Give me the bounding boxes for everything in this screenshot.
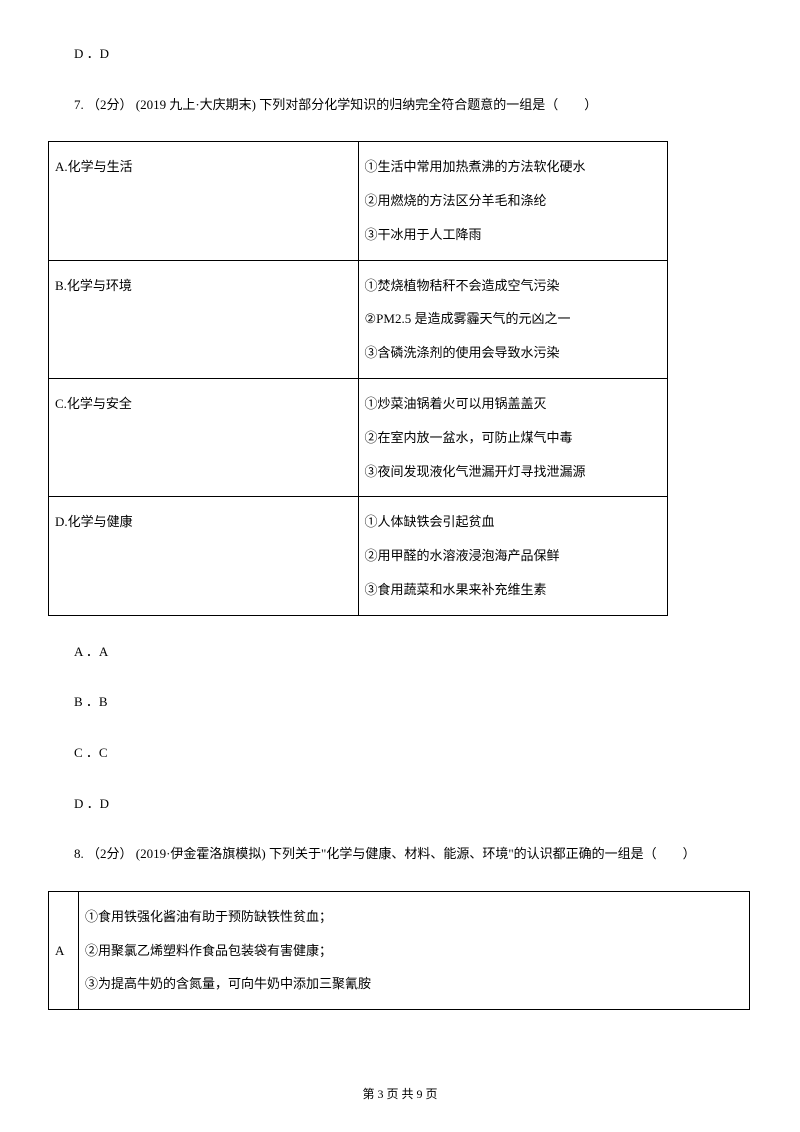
q8-source: (2019·伊金霍洛旗模拟): [136, 846, 266, 861]
table-row: D.化学与健康 ①人体缺铁会引起贫血 ②用甲醛的水溶液浸泡海产品保鲜 ③食用蔬菜…: [49, 497, 668, 615]
q7-row-d-left: D.化学与健康: [49, 497, 359, 615]
q7-row-a-right: ①生活中常用加热煮沸的方法软化硬水 ②用燃烧的方法区分羊毛和涤纶 ③干冰用于人工…: [358, 142, 668, 260]
q7-option-d: D ．D: [48, 790, 752, 819]
q7-c-item-2: ②在室内放一盆水，可防止煤气中毒: [365, 421, 662, 455]
q7-c-item-3: ③夜间发现液化气泄漏开灯寻找泄漏源: [365, 455, 662, 489]
table-row: C.化学与安全 ①炒菜油锅着火可以用锅盖盖灭 ②在室内放一盆水，可防止煤气中毒 …: [49, 378, 668, 496]
q7-a-item-1: ①生活中常用加热煮沸的方法软化硬水: [365, 150, 662, 184]
q7-row-c-right: ①炒菜油锅着火可以用锅盖盖灭 ②在室内放一盆水，可防止煤气中毒 ③夜间发现液化气…: [358, 378, 668, 496]
q8-a-item-3: ③为提高牛奶的含氮量，可向牛奶中添加三聚氰胺: [85, 967, 743, 1001]
page-footer: 第 3 页 共 9 页: [0, 1085, 800, 1102]
q7-row-b-left: B.化学与环境: [49, 260, 359, 378]
prev-option-d: D ．D: [48, 40, 752, 69]
q7-row-d-right: ①人体缺铁会引起贫血 ②用甲醛的水溶液浸泡海产品保鲜 ③食用蔬菜和水果来补充维生…: [358, 497, 668, 615]
q7-a-item-3: ③干冰用于人工降雨: [365, 218, 662, 252]
q7-d-item-1: ①人体缺铁会引起贫血: [365, 505, 662, 539]
table-row: B.化学与环境 ①焚烧植物秸秆不会造成空气污染 ②PM2.5 是造成雾霾天气的元…: [49, 260, 668, 378]
q7-a-item-2: ②用燃烧的方法区分羊毛和涤纶: [365, 184, 662, 218]
q8-number: 8.: [74, 846, 84, 861]
q8-row-a-left: A: [49, 891, 79, 1009]
q7-option-b: B ．B: [48, 688, 752, 717]
table-row: A.化学与生活 ①生活中常用加热煮沸的方法软化硬水 ②用燃烧的方法区分羊毛和涤纶…: [49, 142, 668, 260]
q7-d-item-3: ③食用蔬菜和水果来补充维生素: [365, 573, 662, 607]
q8-text: 下列关于"化学与健康、材料、能源、环境"的认识都正确的一组是（ ）: [269, 846, 696, 861]
q7-row-a-left: A.化学与生活: [49, 142, 359, 260]
q8-a-item-1: ①食用铁强化酱油有助于预防缺铁性贫血；: [85, 900, 743, 934]
q7-b-item-1: ①焚烧植物秸秆不会造成空气污染: [365, 269, 662, 303]
q7-c-item-1: ①炒菜油锅着火可以用锅盖盖灭: [365, 387, 662, 421]
q7-row-c-left: C.化学与安全: [49, 378, 359, 496]
table-row: A ①食用铁强化酱油有助于预防缺铁性贫血； ②用聚氯乙烯塑料作食品包装袋有害健康…: [49, 891, 750, 1009]
question-8-stem: 8. （2分） (2019·伊金霍洛旗模拟) 下列关于"化学与健康、材料、能源、…: [48, 840, 752, 869]
q8-row-a-right: ①食用铁强化酱油有助于预防缺铁性贫血； ②用聚氯乙烯塑料作食品包装袋有害健康； …: [79, 891, 750, 1009]
q7-b-item-3: ③含磷洗涤剂的使用会导致水污染: [365, 336, 662, 370]
q8-a-item-2: ②用聚氯乙烯塑料作食品包装袋有害健康；: [85, 934, 743, 968]
question-7-stem: 7. （2分） (2019 九上·大庆期末) 下列对部分化学知识的归纳完全符合题…: [48, 91, 752, 120]
q7-text: 下列对部分化学知识的归纳完全符合题意的一组是（ ）: [259, 97, 597, 112]
q7-option-a: A ．A: [48, 638, 752, 667]
q7-points: （2分）: [87, 97, 133, 112]
q7-d-item-2: ②用甲醛的水溶液浸泡海产品保鲜: [365, 539, 662, 573]
q7-b-item-2: ②PM2.5 是造成雾霾天气的元凶之一: [365, 302, 662, 336]
q7-row-b-right: ①焚烧植物秸秆不会造成空气污染 ②PM2.5 是造成雾霾天气的元凶之一 ③含磷洗…: [358, 260, 668, 378]
q7-number: 7.: [74, 97, 84, 112]
question-7-table: A.化学与生活 ①生活中常用加热煮沸的方法软化硬水 ②用燃烧的方法区分羊毛和涤纶…: [48, 141, 752, 616]
q7-source: (2019 九上·大庆期末): [136, 97, 256, 112]
q8-points: （2分）: [87, 846, 133, 861]
question-8-table: A ①食用铁强化酱油有助于预防缺铁性贫血； ②用聚氯乙烯塑料作食品包装袋有害健康…: [48, 891, 752, 1010]
q7-option-c: C ．C: [48, 739, 752, 768]
